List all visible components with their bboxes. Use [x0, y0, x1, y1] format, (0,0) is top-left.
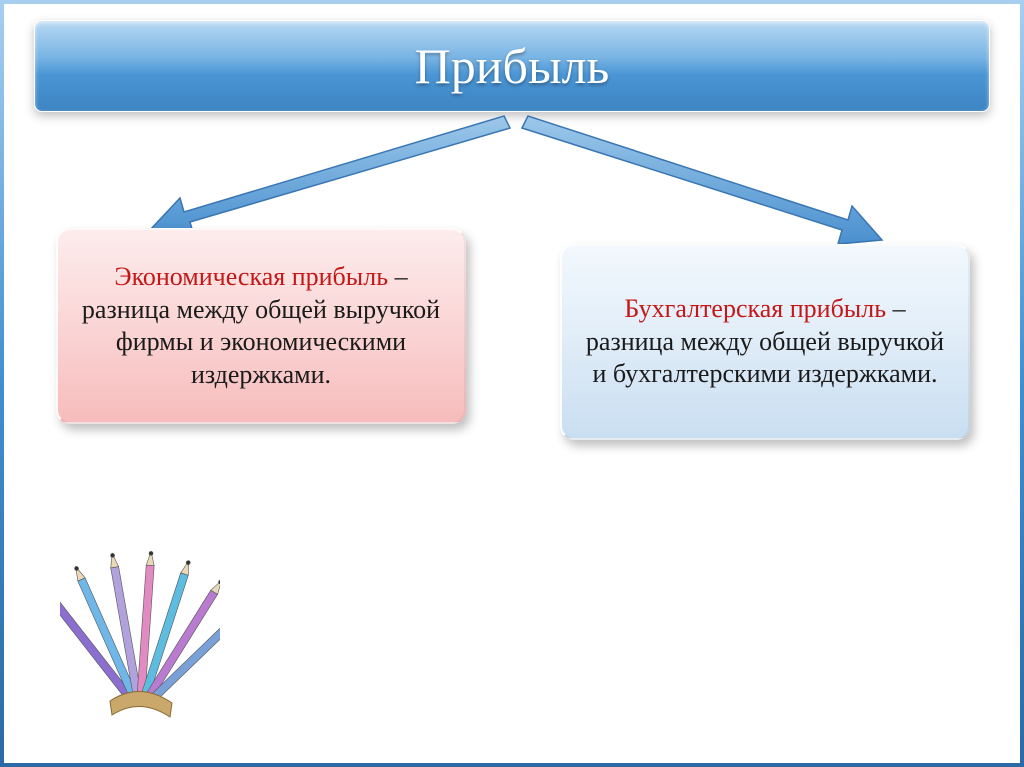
card-accounting-profit: Бухгалтерская прибыль – разница между об… [560, 244, 970, 440]
card-text: Бухгалтерская прибыль – разница между об… [584, 293, 946, 391]
arrow-left [150, 116, 510, 236]
card-text: Экономическая прибыль – разница между об… [80, 261, 442, 391]
pencils-icon [60, 551, 220, 721]
slide: Прибыль Экономическая прибыль – разница … [0, 0, 1024, 767]
slide-title: Прибыль [415, 37, 610, 95]
arrow-right [522, 116, 882, 244]
term: Экономическая прибыль [114, 262, 388, 291]
card-economic-profit: Экономическая прибыль – разница между об… [56, 228, 466, 424]
term: Бухгалтерская прибыль [624, 294, 886, 323]
title-bar: Прибыль [34, 20, 990, 112]
